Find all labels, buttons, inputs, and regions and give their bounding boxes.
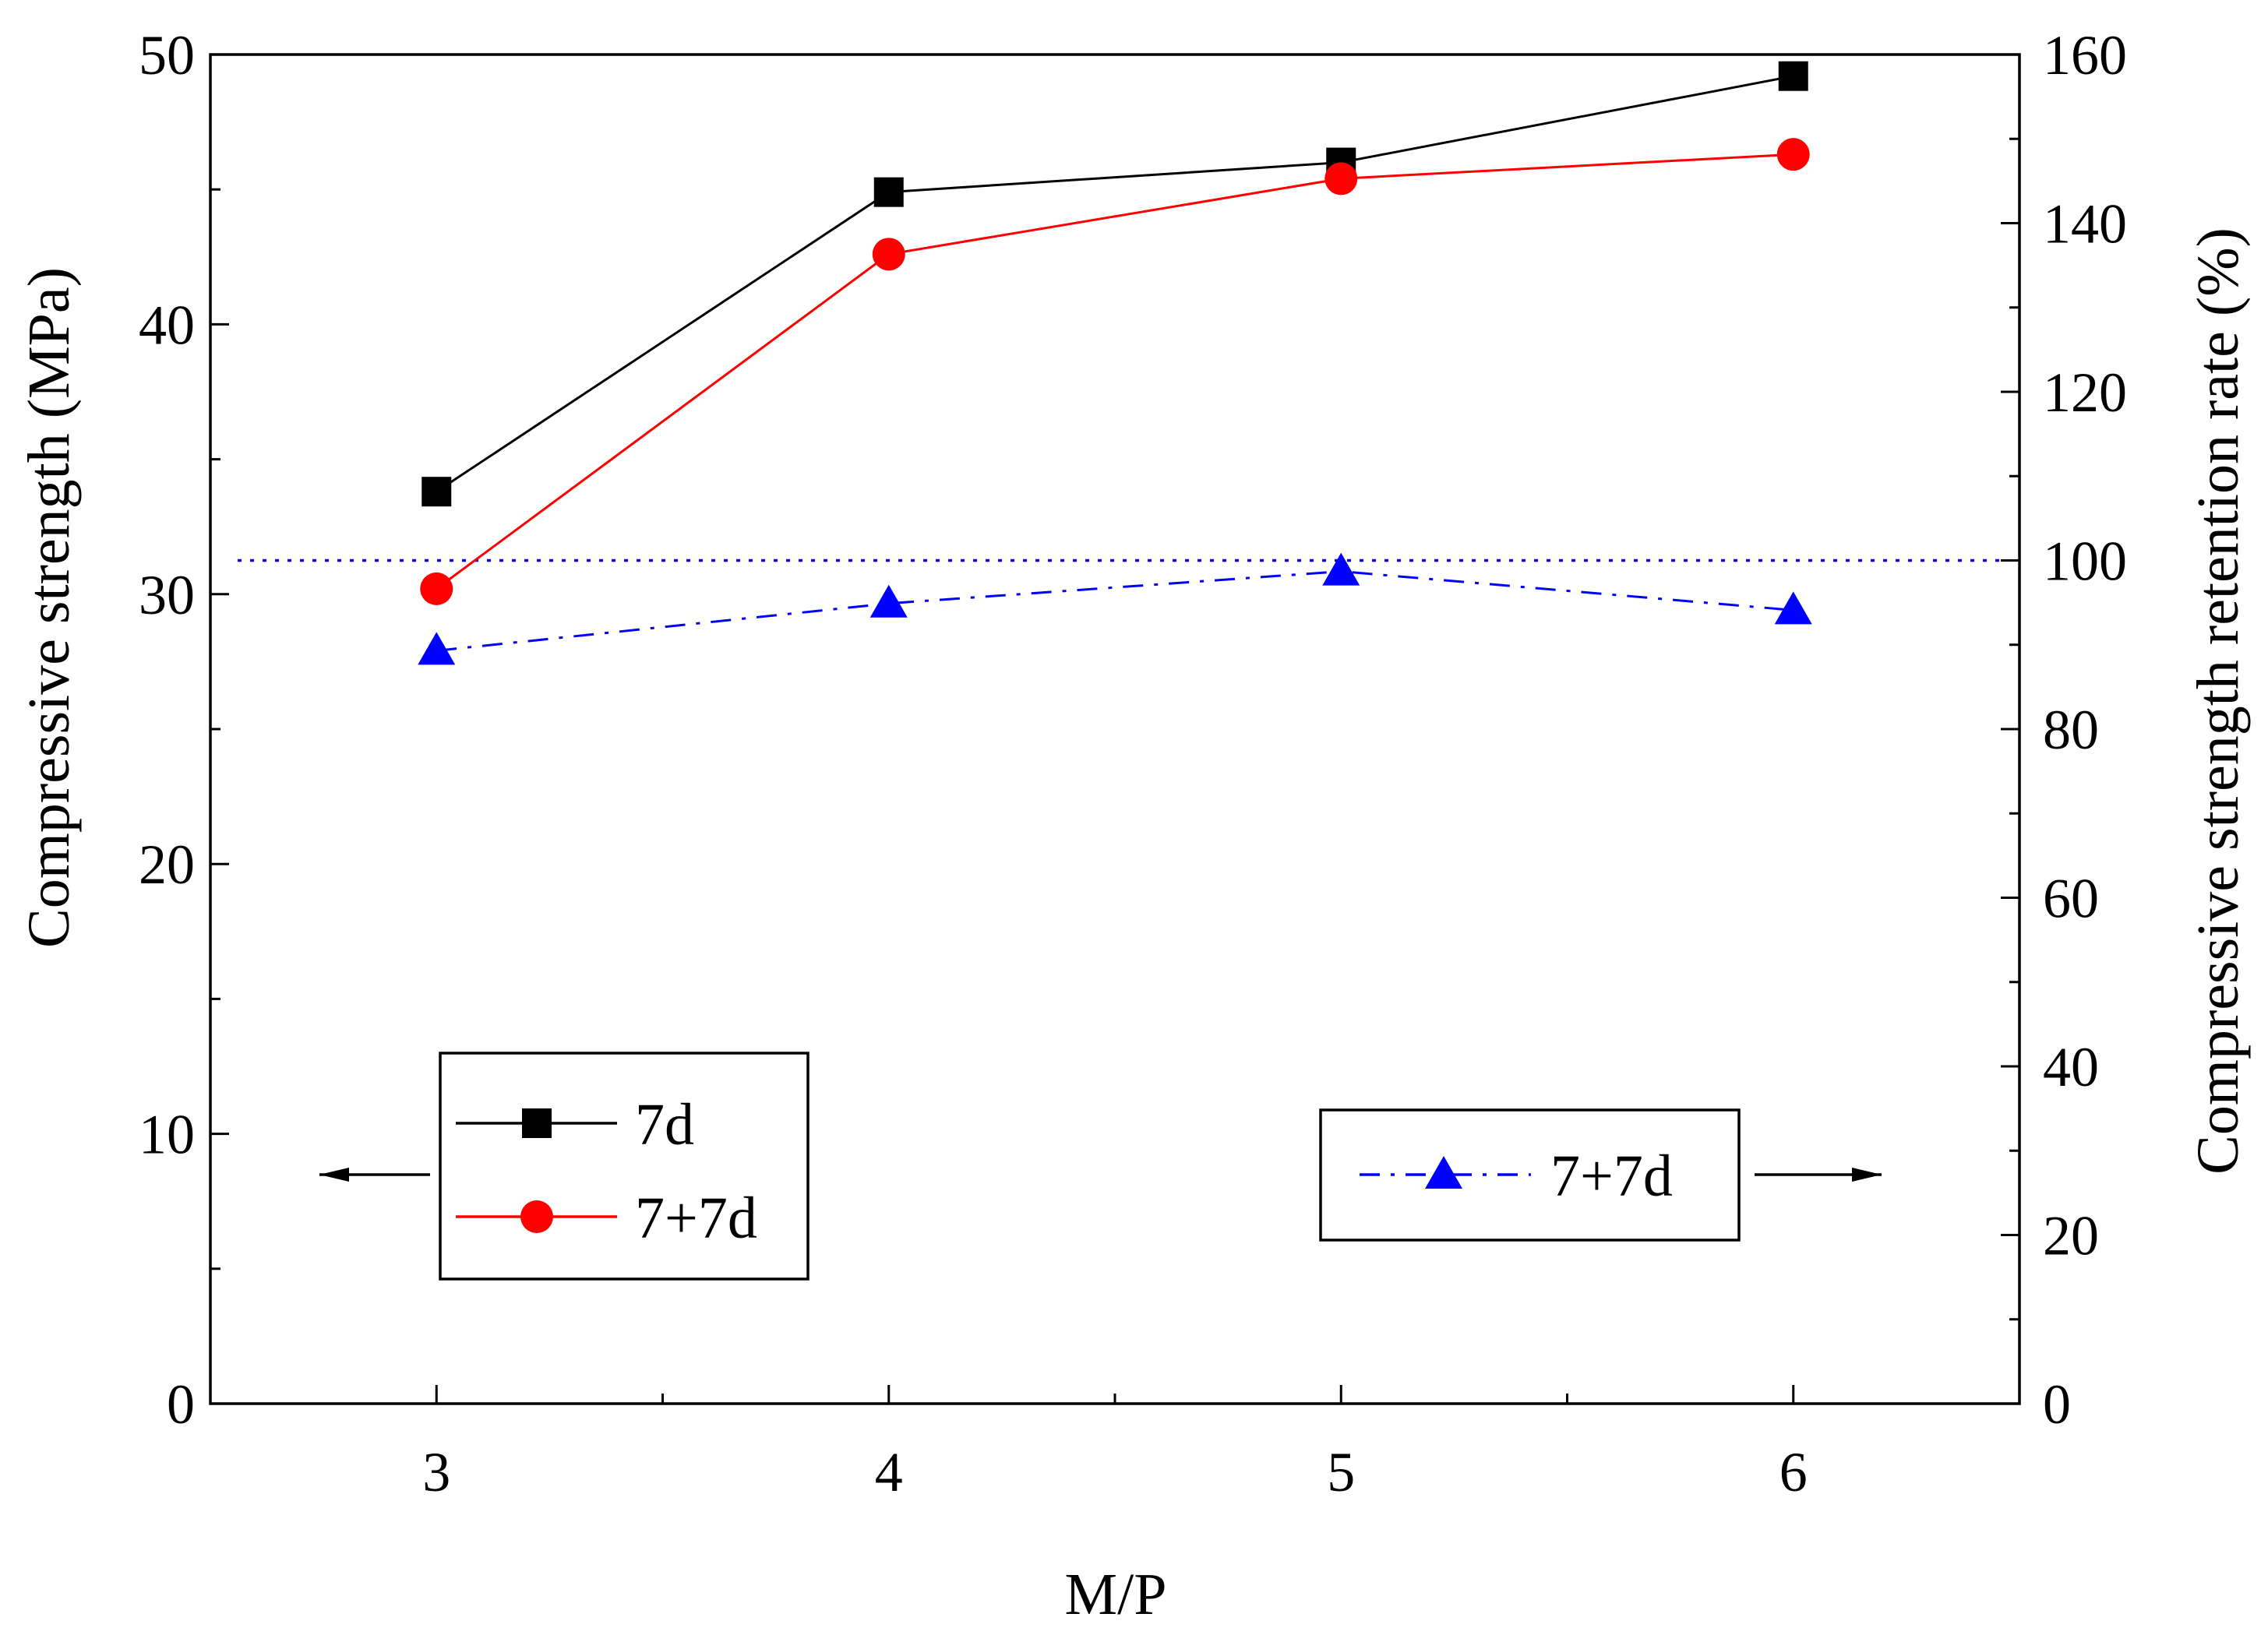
data-point [1324, 162, 1358, 196]
y-tick-label: 30 [139, 564, 195, 626]
y2-tick-label: 80 [2043, 699, 2099, 761]
legend-label: 7d [635, 1092, 694, 1158]
legend-layer: 7d 7+7d 7+7d [319, 1052, 1882, 1281]
data-point [1322, 552, 1360, 586]
legend-right-axis: 7+7d [1319, 1108, 1882, 1242]
y-tick-label: 20 [139, 833, 195, 896]
data-point [1778, 61, 1808, 91]
y2-axis-title: Compressive strength retention rate (%) [2185, 227, 2251, 1175]
data-point [420, 572, 453, 605]
data-point [869, 584, 908, 618]
series-line [436, 75, 1794, 493]
x-axis-title: M/P [1065, 1562, 1167, 1627]
y2-tick-label: 140 [2043, 193, 2127, 255]
series-line [436, 570, 1794, 652]
y2-tick-label: 40 [2043, 1036, 2099, 1098]
x-tick-label: 5 [1327, 1441, 1355, 1503]
y2-tick-label: 20 [2043, 1205, 2099, 1267]
series-2-triangle [418, 552, 1812, 665]
legend-marker [1425, 1156, 1462, 1189]
y2-tick-label: 0 [2043, 1373, 2071, 1436]
data-point [873, 177, 904, 207]
y-tick-label: 10 [139, 1104, 195, 1166]
series-1-circle [420, 138, 1810, 605]
axis-indicator-arrowhead [1852, 1168, 1882, 1182]
y2-tick-label: 100 [2043, 530, 2127, 593]
data-point [872, 238, 905, 271]
x-tick-label: 6 [1779, 1441, 1808, 1503]
series-line [436, 153, 1794, 590]
axis-indicator-arrowhead [319, 1168, 349, 1182]
y-axis-title: Compressive strength (MPa) [16, 267, 82, 948]
x-tick-label: 3 [422, 1441, 450, 1503]
y-tick-label: 0 [167, 1373, 195, 1436]
x-tick-label: 4 [875, 1441, 903, 1503]
legend-label: 7+7d [1550, 1143, 1673, 1209]
y2-tick-label: 60 [2043, 868, 2099, 930]
data-point [422, 477, 452, 507]
data-point [418, 632, 456, 665]
y2-tick-label: 160 [2043, 24, 2127, 86]
y2-tick-label: 120 [2043, 361, 2127, 424]
data-point [1774, 591, 1812, 625]
legend-box [439, 1052, 809, 1281]
legend-marker [522, 1108, 552, 1138]
legend-marker [520, 1200, 553, 1233]
y-tick-label: 50 [139, 24, 195, 86]
legend-left-axis: 7d 7+7d [319, 1052, 809, 1281]
data-point [1776, 138, 1810, 171]
series-layer [418, 61, 1812, 665]
legend-label: 7+7d [635, 1186, 757, 1251]
y-tick-label: 40 [139, 294, 195, 356]
series-0-square [422, 61, 1808, 507]
